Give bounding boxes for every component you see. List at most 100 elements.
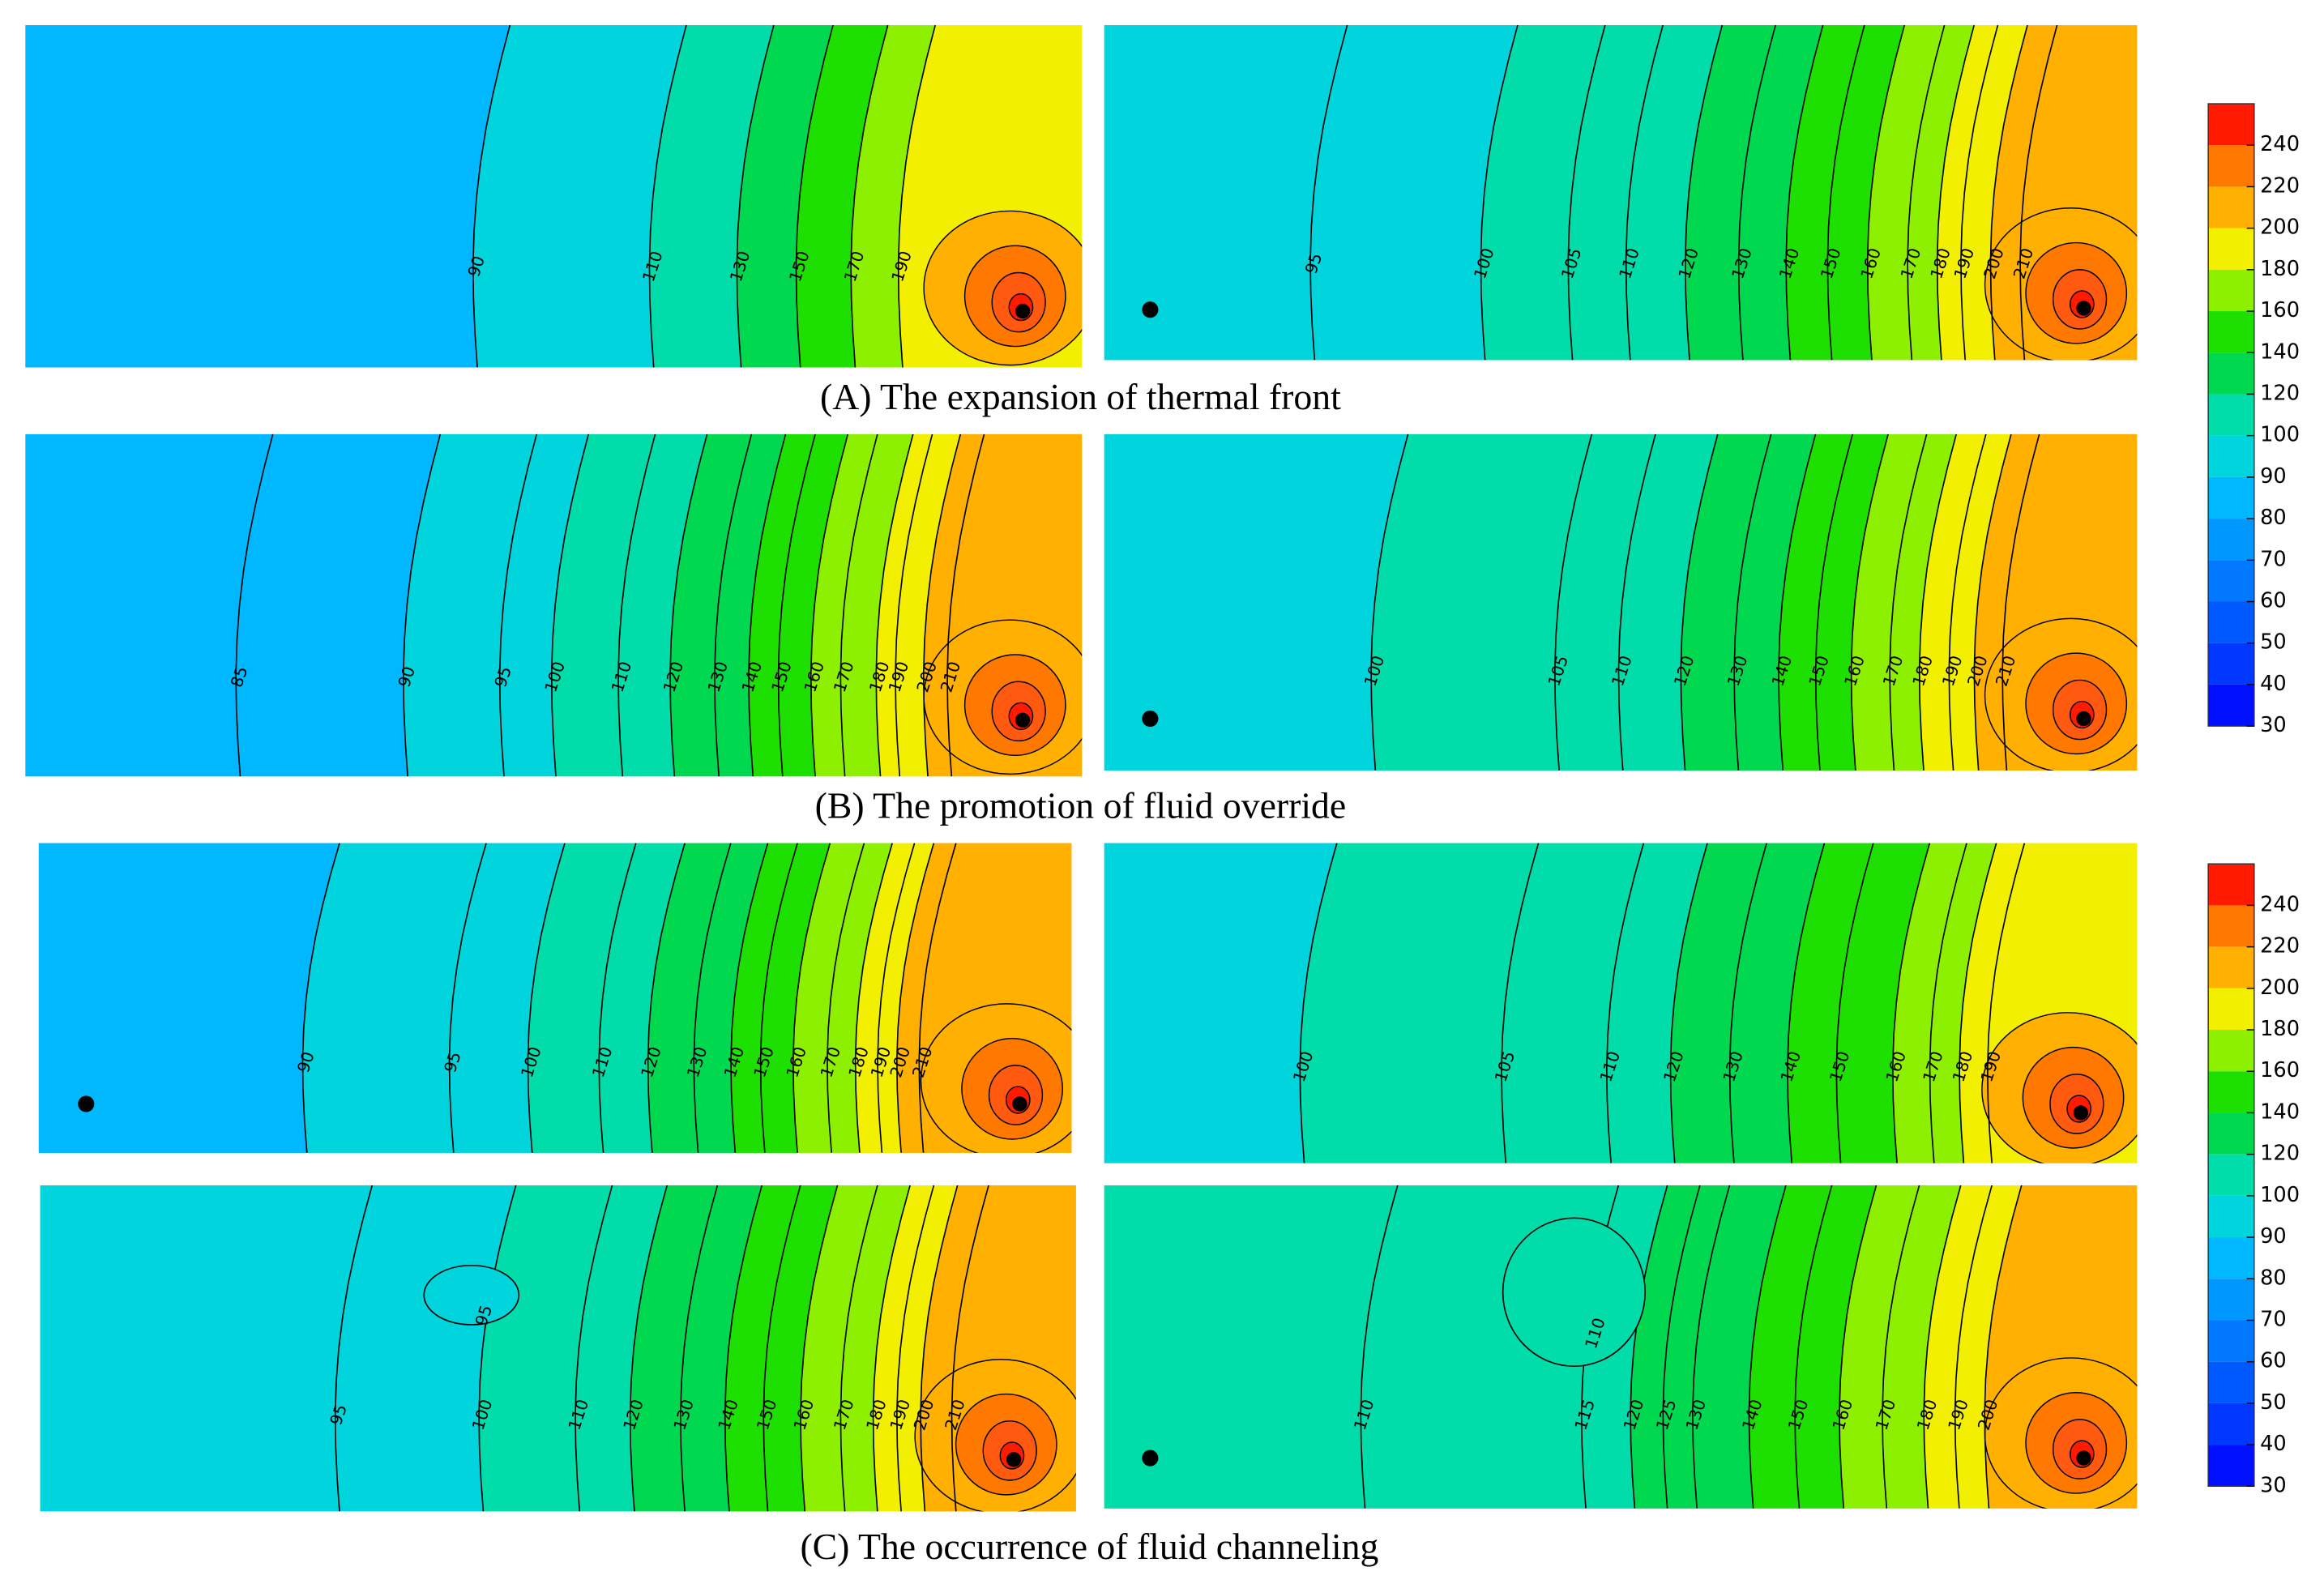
colorbar-label: 70 [2260, 547, 2287, 571]
colorbar-band [2208, 104, 2254, 146]
contour-line [951, 1185, 989, 1512]
contour-line [1787, 843, 1826, 1163]
contour-panel: 100 105 110 120 130 140 150 160 170 180 190 [1104, 843, 2138, 1163]
producer-well [2076, 711, 2091, 727]
caption: (A) The expansion of thermal front [820, 376, 1341, 417]
colorbar-label: 90 [2260, 1224, 2287, 1249]
contour-line [1480, 25, 1519, 361]
colorbar-band [2208, 946, 2254, 988]
colorbar-label: 160 [2260, 298, 2300, 322]
contour-panel: 90 110 130 150 170 190 [25, 25, 1083, 368]
contour-line [897, 25, 936, 368]
contour-band [1104, 433, 1409, 771]
contour-line [1987, 843, 2026, 1163]
contour-line [235, 433, 274, 777]
colorbar-label: 60 [2260, 1349, 2287, 1373]
contour-line [1907, 25, 1946, 361]
contour-line [748, 433, 787, 777]
contour-line [854, 843, 893, 1153]
colorbar-band [2208, 311, 2254, 353]
contour-line [724, 1185, 763, 1512]
colorbar-band [2208, 1237, 2254, 1279]
colorbar-label: 30 [2260, 1473, 2287, 1497]
contour-line [448, 843, 487, 1153]
colorbar-band [2208, 476, 2254, 519]
colorbar-frame [2207, 103, 2255, 727]
contour-band [40, 1185, 373, 1512]
contour-line [693, 843, 732, 1153]
panel-body [25, 25, 1083, 368]
contour-line [1891, 843, 1931, 1163]
contour-line [777, 433, 816, 777]
colorbar-label: 180 [2260, 257, 2300, 281]
colorbar-label: 100 [2260, 423, 2300, 447]
colorbar-label: 50 [2260, 1390, 2287, 1415]
colorbar-band [2208, 228, 2254, 270]
contour-band [1104, 1185, 1399, 1509]
contour-line [850, 25, 889, 368]
contour-line [839, 433, 878, 777]
contour-line [1748, 1185, 1787, 1509]
contour-line [301, 843, 340, 1153]
contour-line [648, 25, 687, 368]
contour-line [1625, 25, 1664, 361]
contour-line [896, 1185, 935, 1512]
contour-line [1662, 1185, 1701, 1509]
colorbar-band [2208, 394, 2254, 436]
contour-line [875, 433, 914, 777]
contour-line [1728, 843, 1767, 1163]
contour-line [1794, 1185, 1833, 1509]
contour-line [827, 843, 865, 1153]
colorbar-label: 40 [2260, 1432, 2287, 1456]
contour-band [25, 433, 274, 777]
contour-line [1669, 843, 1708, 1163]
contour-line [669, 433, 708, 777]
producer-well [2073, 1105, 2089, 1121]
contour-line [877, 843, 916, 1153]
contour-line [1370, 433, 1409, 771]
contour-line [629, 1185, 668, 1512]
contour-line [1954, 1185, 1993, 1509]
contour-line [792, 843, 831, 1153]
contour-line [1889, 433, 1928, 771]
contour-line [472, 25, 511, 368]
contour-line [759, 843, 798, 1153]
contour-line [598, 843, 637, 1153]
colorbar-label: 140 [2260, 1099, 2300, 1124]
contour-line [1959, 843, 1997, 1163]
contour-line [679, 1185, 719, 1512]
colorbar-band [2208, 145, 2254, 187]
colorbar-label: 240 [2260, 892, 2300, 916]
colorbar-label: 180 [2260, 1017, 2300, 1041]
contour-line [1309, 25, 1348, 361]
contour-line [1617, 433, 1656, 771]
contour-line [1737, 25, 1776, 361]
colorbar-band [2208, 643, 2254, 685]
colorbar-band [2208, 864, 2254, 906]
colorbar-band [2208, 1195, 2254, 1238]
colorbar-band [2208, 1071, 2254, 1113]
colorbar-band [2208, 601, 2254, 643]
contour-band [1104, 843, 1338, 1163]
contour-line [1850, 433, 1889, 771]
colorbar-label: 40 [2260, 672, 2287, 696]
producer-well [1015, 303, 1031, 319]
contour-line [714, 433, 753, 777]
contour-line [946, 433, 985, 777]
colorbar-label: 220 [2260, 173, 2300, 198]
contour-line [1948, 433, 1987, 771]
caption: (B) The promotion of fluid override [815, 785, 1347, 826]
contour-band [38, 843, 340, 1153]
contour-line [1929, 843, 1967, 1163]
colorbar-band [2208, 1320, 2254, 1362]
colorbar-band [2208, 186, 2254, 228]
colorbar-label: 90 [2260, 464, 2287, 489]
contour-line [1501, 843, 1540, 1163]
colorbar-label: 50 [2260, 630, 2287, 655]
panel-body [40, 1185, 1076, 1512]
colorbar-band [2208, 1030, 2254, 1072]
colorbar-band [2208, 1279, 2254, 1321]
